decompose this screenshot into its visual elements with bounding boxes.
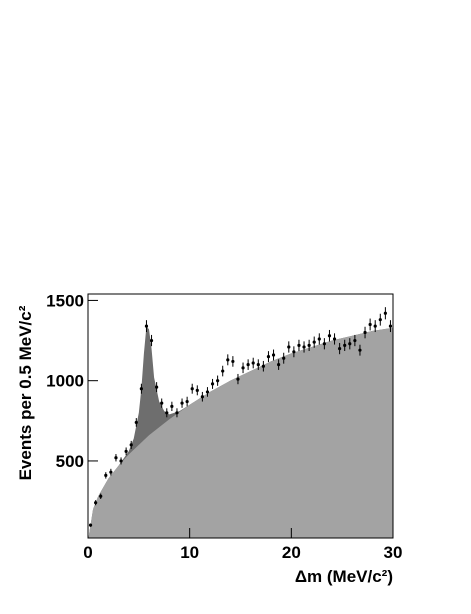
data-point (271, 353, 276, 357)
data-point (388, 324, 393, 328)
x-tick-label: 30 (384, 543, 403, 562)
data-point (94, 501, 98, 505)
data-point (363, 330, 367, 335)
data-point (185, 399, 189, 404)
data-point (124, 449, 128, 453)
data-point (99, 494, 103, 498)
data-point (297, 343, 301, 347)
data-point (175, 411, 179, 415)
plot-frame (87, 293, 394, 539)
data-point (307, 343, 311, 347)
data-point (104, 473, 108, 477)
data-point (348, 342, 352, 346)
data-point (246, 363, 250, 367)
data-point (287, 345, 291, 349)
data-point (195, 388, 199, 392)
data-point (210, 382, 215, 386)
data-point (332, 337, 337, 341)
data-point (190, 387, 194, 391)
x-tick-label: 10 (180, 543, 199, 562)
data-point (358, 348, 362, 352)
data-point (149, 338, 154, 343)
data-point (231, 359, 235, 364)
x-tick-label: 20 (282, 543, 301, 562)
data-point (256, 363, 260, 367)
data-point (165, 411, 169, 415)
data-point (129, 443, 133, 447)
data-point (282, 356, 286, 360)
data-point (226, 358, 230, 362)
data-point (139, 387, 143, 391)
y-tick-label: 1000 (46, 372, 84, 391)
y-axis-label: Events per 0.5 MeV/c² (16, 305, 35, 480)
data-point (180, 401, 184, 405)
data-point (368, 322, 372, 327)
data-point (155, 385, 159, 389)
data-point (236, 377, 240, 381)
data-point (200, 395, 204, 399)
data-point (343, 343, 347, 347)
data-point (144, 324, 149, 328)
data-point (114, 456, 118, 460)
curve-area (88, 327, 393, 538)
data-point (277, 363, 281, 367)
data-point (383, 311, 387, 315)
plot-area (88, 326, 393, 538)
y-tick-label: 500 (56, 452, 84, 471)
x-axis-label: Δm (MeV/c²) (295, 567, 393, 586)
data-point (134, 420, 138, 425)
data-point (312, 340, 316, 344)
data-point (353, 338, 357, 343)
data-point (266, 355, 271, 359)
data-point (302, 345, 306, 349)
data-point (88, 523, 93, 527)
x-tick-label: 0 (83, 543, 92, 562)
data-point (251, 361, 255, 365)
data-point (241, 366, 245, 370)
data-point (317, 337, 321, 341)
data-point (221, 369, 225, 373)
y-tick-label: 1500 (46, 291, 84, 310)
data-point (160, 401, 164, 405)
data-point (216, 379, 220, 383)
data-point (292, 350, 296, 354)
data-point (322, 342, 326, 346)
data-point (378, 318, 382, 322)
data-point (170, 404, 174, 408)
data-point (338, 346, 342, 351)
data-point (373, 324, 377, 328)
data-point (119, 459, 123, 463)
data-layer (88, 307, 393, 527)
data-point (261, 364, 265, 368)
data-point (205, 390, 210, 394)
data-point (327, 334, 332, 338)
data-point (109, 470, 113, 474)
